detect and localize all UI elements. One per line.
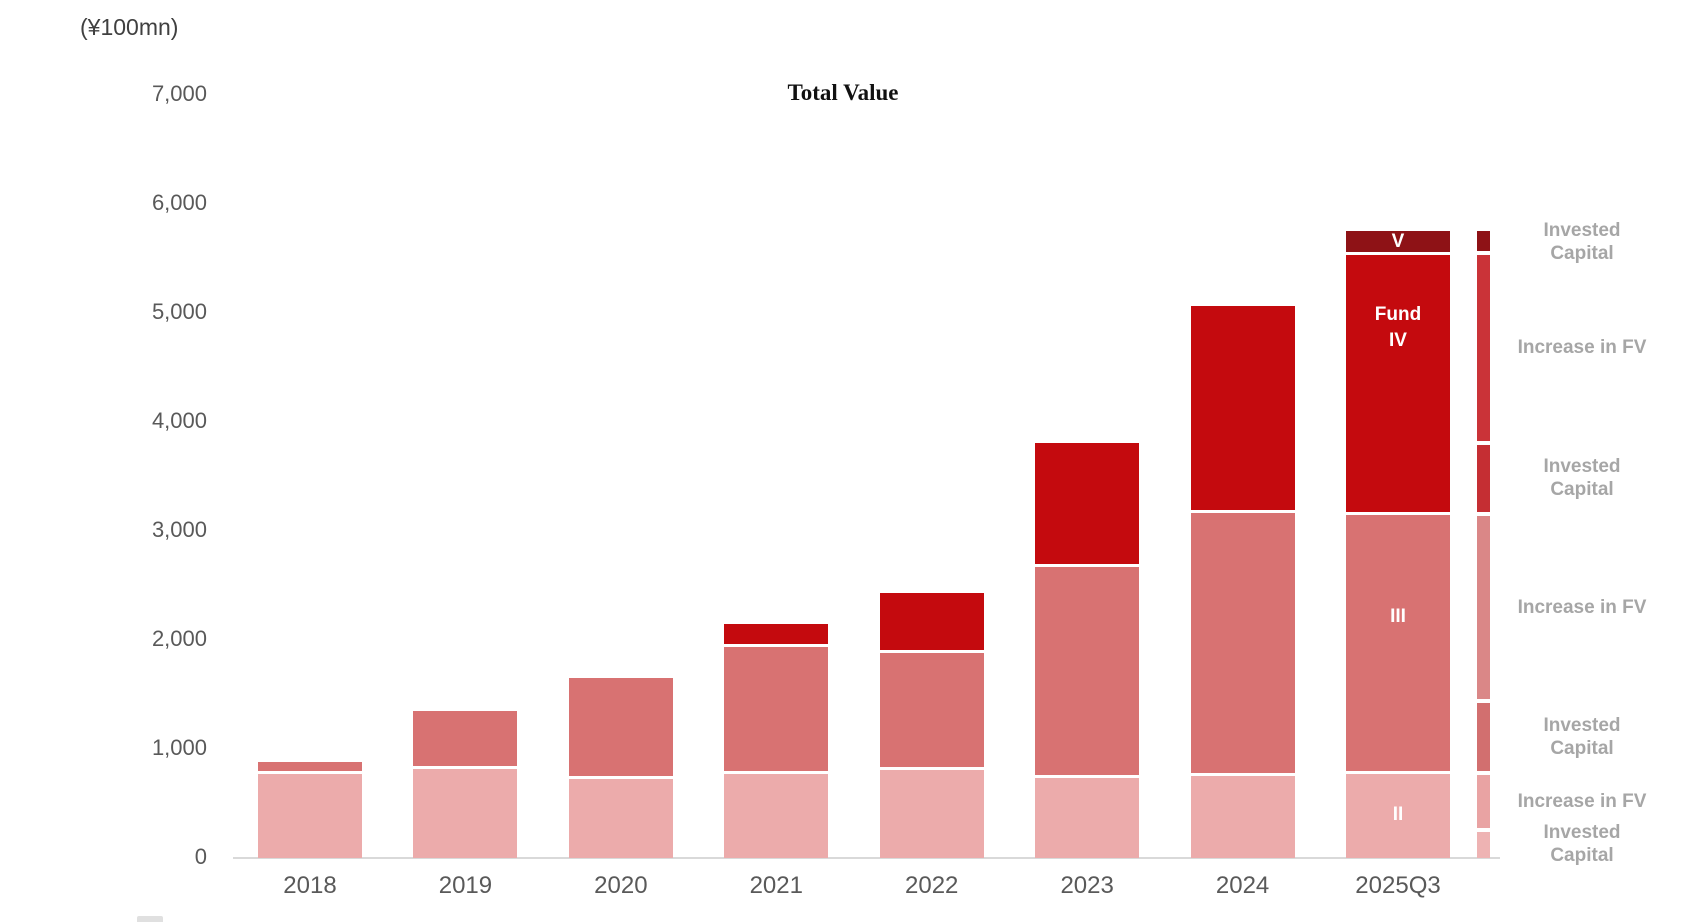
breakdown-segment-label: Increase in FV — [1517, 337, 1647, 359]
bar-segment-fund-iv — [724, 623, 829, 646]
bar-segment-fund-iii — [258, 762, 362, 773]
bar-segment-separator — [1035, 774, 1140, 778]
bar-segment-separator — [879, 767, 984, 771]
y-axis-tick-label: 7,000 — [151, 81, 207, 106]
breakdown-bar-segment — [1477, 829, 1490, 858]
breakdown-segment-separator — [1477, 251, 1490, 256]
bar-segment-fund-ii — [879, 768, 984, 858]
bar-segment-fund-ii — [1346, 772, 1450, 858]
y-axis-tick-label: 1,000 — [151, 735, 207, 760]
y-axis-tick-label: 4,000 — [151, 408, 207, 433]
bar-segment-fund-iv — [1346, 253, 1450, 514]
y-axis-tick-label: 5,000 — [151, 299, 207, 324]
breakdown-segment-label: Invested Capital — [1543, 220, 1621, 265]
bar-segment-separator — [879, 650, 984, 654]
bar-segment-fund-iii — [1190, 511, 1295, 775]
bar-segment-separator — [413, 766, 518, 770]
in-bar-fund-label: III — [1390, 606, 1406, 628]
breakdown-bar-segment — [1477, 231, 1490, 254]
bar-segment-separator — [724, 643, 829, 647]
chart-title: Total Value — [787, 80, 899, 105]
breakdown-bar-segment — [1477, 701, 1490, 773]
bar-segment-fund-iii — [724, 645, 829, 773]
y-axis-tick-label: 6,000 — [151, 190, 207, 215]
breakdown-segment-separator — [1477, 827, 1490, 832]
breakdown-segment-separator — [1477, 511, 1490, 516]
bar-segment-separator — [1190, 509, 1295, 513]
y-axis-unit-label: (¥100mn) — [80, 14, 179, 40]
bar-segment-fund-iii — [568, 678, 673, 778]
breakdown-segment-separator — [1477, 770, 1490, 775]
in-bar-fund-label: II — [1392, 804, 1404, 826]
bar-segment-fund-v — [1346, 231, 1450, 254]
x-axis-category-label: 2023 — [1060, 872, 1114, 899]
bar-segment-fund-ii — [724, 772, 829, 858]
bar-segment-separator — [258, 771, 362, 775]
breakdown-segment-label: Invested Capital — [1543, 821, 1621, 866]
x-axis-category-label: 2024 — [1215, 872, 1270, 899]
x-axis-category-label: 2020 — [594, 872, 648, 899]
y-axis-tick-label: 3,000 — [151, 517, 207, 542]
breakdown-segment-label: Increase in FV — [1517, 790, 1647, 812]
x-axis-line — [233, 857, 1500, 859]
bar-segment-fund-ii — [258, 772, 362, 858]
bar-segment-fund-iii — [879, 651, 984, 769]
y-axis-tick-label: 2,000 — [151, 626, 207, 651]
breakdown-segment-label: Invested Capital — [1543, 456, 1621, 501]
x-axis-category-label: 2021 — [749, 872, 803, 899]
bar-segment-fund-iii — [1035, 565, 1140, 777]
bar-segment-fund-ii — [1190, 774, 1295, 858]
bar-segment-separator — [1346, 771, 1450, 775]
bar-segment-separator — [1190, 772, 1295, 776]
bar-segment-fund-iii — [413, 710, 518, 768]
bar-segment-separator — [568, 775, 673, 779]
x-axis-category-label: 2018 — [283, 872, 337, 899]
breakdown-bar-segment — [1477, 772, 1490, 830]
bar-segment-fund-iii — [1346, 513, 1450, 773]
in-bar-fund-label: Fund IV — [1374, 303, 1422, 351]
breakdown-segment-label: Increase in FV — [1517, 596, 1647, 618]
bar-segment-fund-iv — [1190, 306, 1295, 512]
bar-segment-fund-ii — [413, 767, 518, 858]
breakdown-bar-segment — [1477, 253, 1490, 443]
cropped-footnote-artifact — [137, 916, 163, 922]
x-axis-category-label: 2019 — [438, 872, 493, 899]
breakdown-bar-segment — [1477, 442, 1490, 514]
breakdown-segment-separator — [1477, 699, 1490, 704]
bar-segment-fund-iv — [879, 593, 984, 652]
bar-segment-separator — [1346, 512, 1450, 516]
bar-segment-separator — [724, 771, 829, 775]
bar-segment-fund-ii — [1035, 776, 1140, 858]
bar-segment-fund-ii — [568, 777, 673, 858]
breakdown-segment-label: Invested Capital — [1543, 715, 1621, 759]
in-bar-fund-label: V — [1391, 231, 1405, 253]
bar-segment-fund-iv — [1035, 442, 1140, 566]
bar-segment-separator — [1346, 251, 1450, 255]
bar-segment-separator — [1035, 564, 1140, 568]
x-axis-category-label: 2025Q3 — [1355, 872, 1441, 899]
x-axis-category-label: 2022 — [905, 872, 959, 899]
breakdown-bar-segment — [1477, 513, 1490, 702]
y-axis-tick-label: 0 — [194, 844, 207, 869]
breakdown-segment-separator — [1477, 440, 1490, 445]
